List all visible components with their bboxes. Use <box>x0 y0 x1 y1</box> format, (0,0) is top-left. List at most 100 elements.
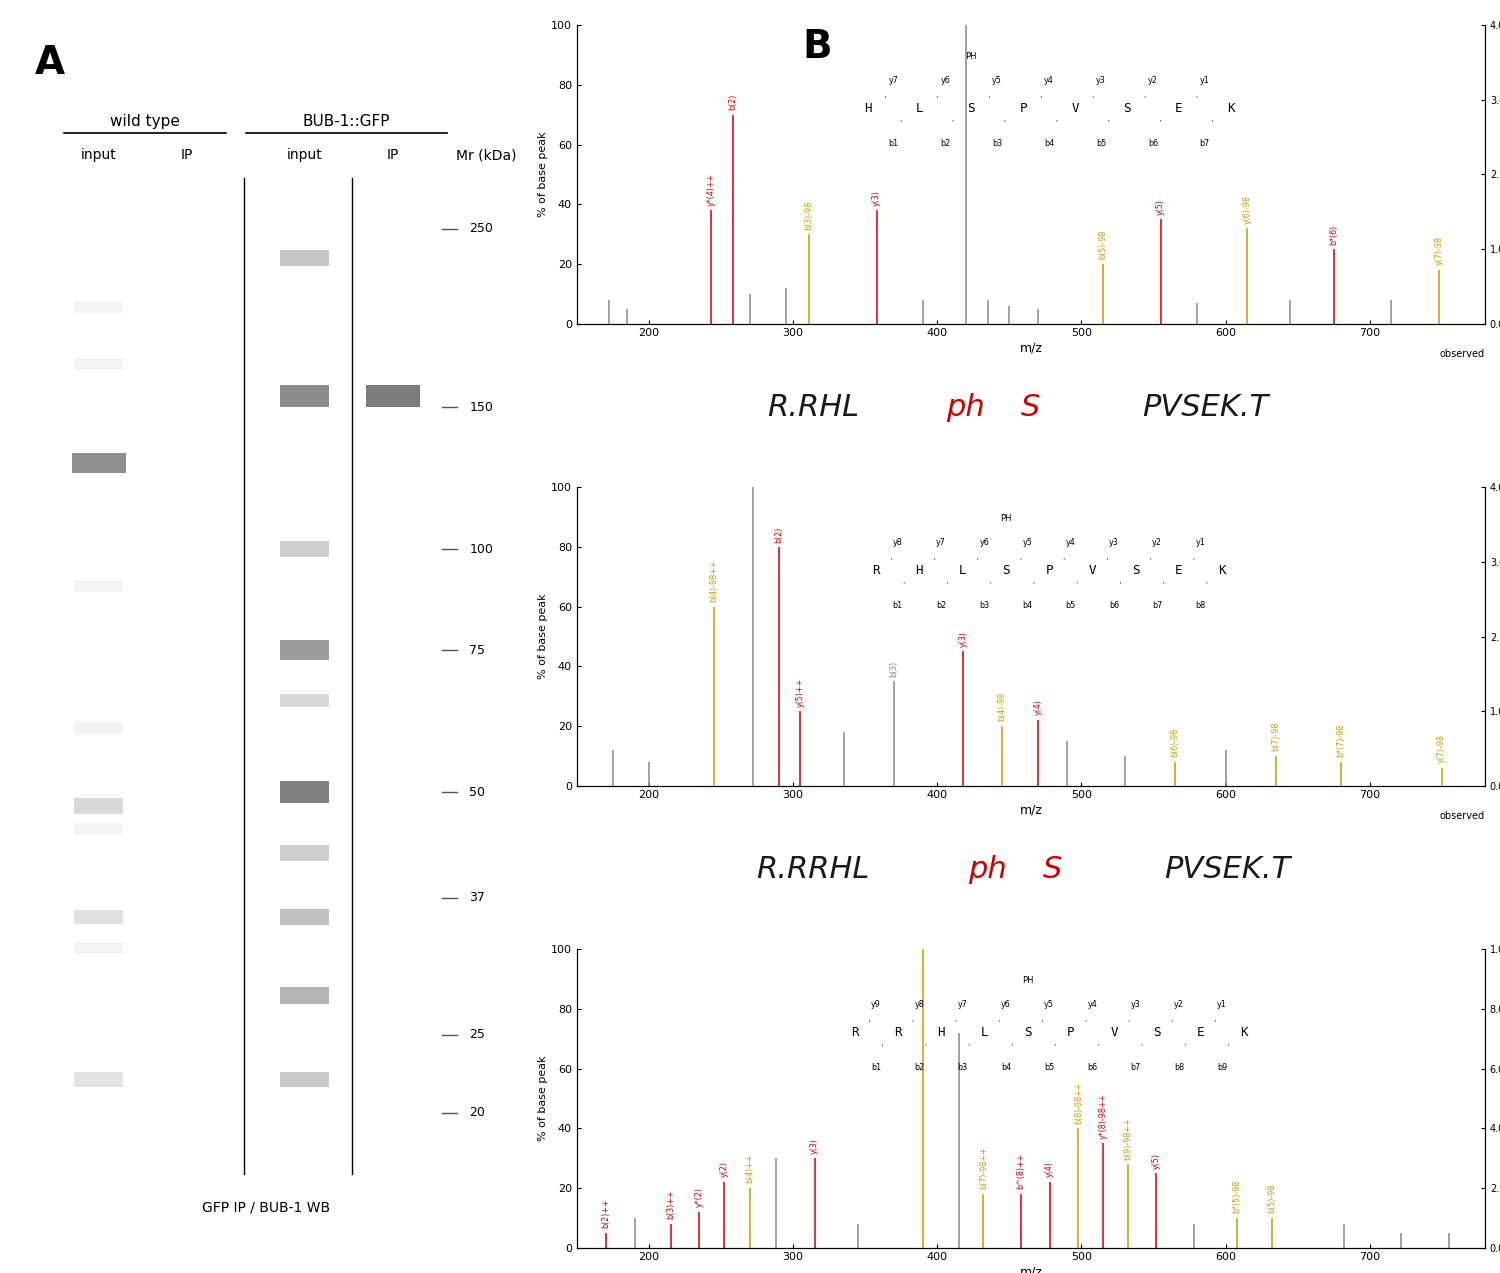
Text: b4: b4 <box>1044 139 1054 148</box>
Text: R.RRHL: R.RRHL <box>756 855 870 883</box>
Text: y*(2): y*(2) <box>694 1188 703 1207</box>
Text: y2: y2 <box>1152 538 1162 547</box>
Text: y7: y7 <box>936 538 946 547</box>
Text: y1: y1 <box>1216 1001 1227 1009</box>
Text: b7: b7 <box>1131 1063 1140 1072</box>
Text: b(2): b(2) <box>774 526 783 542</box>
Text: y4: y4 <box>1044 76 1054 85</box>
Text: y6: y6 <box>1000 1001 1011 1009</box>
Bar <box>280 909 330 925</box>
Text: y(7)-98: y(7)-98 <box>1437 735 1446 764</box>
Text: y1: y1 <box>1200 76 1209 85</box>
Text: b1: b1 <box>888 139 898 148</box>
Text: wild type: wild type <box>111 115 180 130</box>
Text: b(4)-98: b(4)-98 <box>998 693 1006 722</box>
Text: GFP IP / BUB-1 WB: GFP IP / BUB-1 WB <box>201 1200 330 1214</box>
Text: b5: b5 <box>1044 1063 1054 1072</box>
Text: IP: IP <box>182 149 194 163</box>
Bar <box>280 782 330 803</box>
Text: K: K <box>1240 1026 1248 1040</box>
Text: b8: b8 <box>1196 601 1206 610</box>
Text: PH: PH <box>966 52 976 61</box>
Text: b(3)-98: b(3)-98 <box>804 200 813 229</box>
Text: b(7)-98: b(7)-98 <box>1272 722 1281 751</box>
Text: y(5): y(5) <box>1152 1152 1161 1169</box>
Text: y2: y2 <box>1174 1001 1184 1009</box>
Text: IP: IP <box>387 149 399 163</box>
Text: y(4): y(4) <box>1034 700 1042 715</box>
Text: 20: 20 <box>470 1106 484 1119</box>
Text: b*(5)-98: b*(5)-98 <box>1233 1180 1242 1213</box>
Bar <box>280 1072 330 1087</box>
Text: S: S <box>1124 102 1131 116</box>
Text: y5: y5 <box>1044 1001 1054 1009</box>
X-axis label: m/z: m/z <box>1020 1265 1042 1273</box>
Text: 25: 25 <box>470 1029 484 1041</box>
Text: y*(4)++: y*(4)++ <box>706 173 716 206</box>
Text: b6: b6 <box>1148 139 1158 148</box>
Text: b(8)-98++: b(8)-98++ <box>1074 1081 1083 1124</box>
Text: b(4)++: b(4)++ <box>746 1153 754 1184</box>
Text: P: P <box>1066 1026 1074 1040</box>
Text: b(4)-98++: b(4)-98++ <box>710 560 718 602</box>
Text: PH: PH <box>1022 976 1034 985</box>
Text: 150: 150 <box>470 401 494 414</box>
Text: ph: ph <box>946 393 986 421</box>
Text: PH: PH <box>1000 514 1011 523</box>
Text: y8: y8 <box>892 538 903 547</box>
Bar <box>74 910 123 924</box>
Text: y(7)-98: y(7)-98 <box>1434 237 1443 265</box>
Bar <box>74 300 123 313</box>
Text: V: V <box>1110 1026 1118 1040</box>
Text: E: E <box>1174 564 1182 578</box>
Text: S: S <box>1154 1026 1161 1040</box>
Text: y6: y6 <box>980 538 988 547</box>
Text: b(3): b(3) <box>890 661 898 677</box>
Text: b(2): b(2) <box>728 94 736 111</box>
Text: input: input <box>81 149 117 163</box>
Text: y4: y4 <box>1088 1001 1096 1009</box>
Text: b3: b3 <box>992 139 1002 148</box>
Text: 100: 100 <box>470 542 494 556</box>
Text: R: R <box>894 1026 902 1040</box>
Text: b8: b8 <box>1174 1063 1184 1072</box>
Text: b(3)++: b(3)++ <box>666 1190 675 1220</box>
Bar <box>74 822 123 835</box>
Text: H: H <box>938 1026 945 1040</box>
Bar <box>280 541 330 558</box>
Text: PVSEK.T: PVSEK.T <box>1164 855 1290 883</box>
Text: b6: b6 <box>1088 1063 1098 1072</box>
Text: b2: b2 <box>936 601 946 610</box>
Text: b(7)-98++: b(7)-98++ <box>980 1147 988 1189</box>
Text: b(5)-98: b(5)-98 <box>1268 1184 1276 1213</box>
Bar <box>280 250 330 266</box>
Text: E: E <box>1174 102 1182 116</box>
Bar <box>280 640 330 659</box>
Bar <box>280 384 330 407</box>
Text: y3: y3 <box>1096 76 1106 85</box>
Text: observed: observed <box>1440 811 1485 821</box>
Text: 75: 75 <box>470 644 486 657</box>
Text: y3: y3 <box>1131 1001 1140 1009</box>
Text: S: S <box>1002 564 1010 578</box>
Text: input: input <box>286 149 322 163</box>
Text: 37: 37 <box>470 891 484 904</box>
Bar <box>280 845 330 861</box>
Bar <box>74 798 123 815</box>
Text: P: P <box>1020 102 1028 116</box>
Text: y1: y1 <box>1196 538 1206 547</box>
Bar <box>280 694 330 707</box>
Text: b3: b3 <box>957 1063 968 1072</box>
Text: S: S <box>1132 564 1140 578</box>
Text: y4: y4 <box>1066 538 1076 547</box>
Text: b4: b4 <box>1023 601 1032 610</box>
Text: observed: observed <box>1440 349 1485 359</box>
Text: Mr (kDa): Mr (kDa) <box>456 149 518 163</box>
Text: B: B <box>802 28 832 66</box>
Text: b(5)-98++: b(5)-98++ <box>918 903 927 945</box>
Text: PVSEK.T: PVSEK.T <box>1142 393 1269 421</box>
Text: E: E <box>1197 1026 1204 1040</box>
Text: BUB-1::GFP: BUB-1::GFP <box>303 115 390 130</box>
Bar <box>74 942 123 955</box>
Text: S: S <box>1022 393 1041 421</box>
